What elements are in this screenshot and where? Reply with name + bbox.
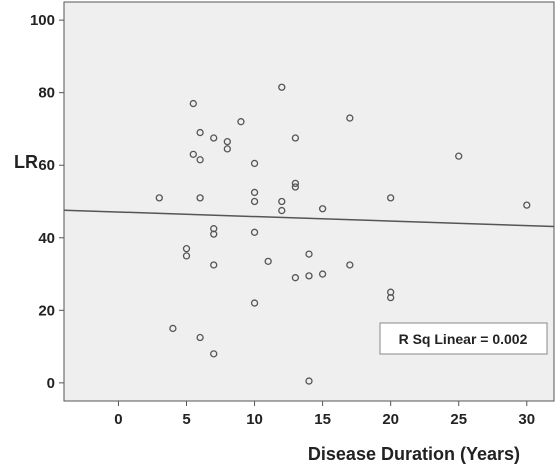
y-tick-label: 100: [30, 12, 55, 29]
data-point: [155, 194, 163, 202]
data-point: [189, 150, 197, 158]
data-point: [196, 194, 204, 202]
linear-fit-line: [63, 209, 555, 228]
data-point: [210, 134, 218, 142]
x-tick-label: 0: [114, 411, 122, 428]
data-point: [237, 118, 245, 126]
x-tick-label: 30: [518, 411, 535, 428]
data-point: [278, 206, 286, 215]
data-point: [169, 324, 177, 333]
data-point: [305, 377, 313, 385]
y-axis-ticks: 0 20 40 60 80 100: [30, 12, 64, 392]
y-tick-label: 60: [38, 157, 55, 174]
y-tick-label: 40: [38, 230, 55, 247]
data-point: [196, 156, 204, 164]
y-tick-label: 0: [47, 375, 55, 392]
y-axis-label: LR: [14, 152, 38, 172]
data-point: [291, 274, 300, 282]
data-point: [250, 299, 259, 307]
data-point: [250, 188, 259, 197]
data-point: [291, 134, 300, 142]
data-point: [523, 201, 531, 209]
data-point: [291, 183, 300, 191]
x-axis-label: Disease Duration (Years): [308, 444, 520, 464]
data-point: [387, 194, 395, 202]
x-tick-label: 15: [314, 411, 331, 428]
data-point: [346, 114, 354, 122]
x-tick-label: 20: [382, 411, 399, 428]
data-point: [189, 99, 197, 108]
data-point: [223, 145, 231, 153]
x-axis-ticks: 0 5 10 15 20 25 30: [114, 401, 535, 428]
r-squared-annotation: R Sq Linear = 0.002: [399, 331, 528, 347]
data-point: [305, 250, 313, 258]
r-squared-box: [379, 322, 548, 355]
x-tick-label: 10: [246, 411, 263, 428]
data-point: [210, 261, 218, 269]
x-tick-label: 25: [450, 411, 467, 428]
data-point: [278, 83, 286, 91]
data-point: [196, 128, 204, 137]
data-point: [387, 293, 395, 302]
data-point: [346, 261, 354, 269]
data-point: [210, 230, 218, 238]
data-points: [155, 83, 531, 385]
data-point: [264, 257, 272, 266]
x-tick-label: 5: [182, 411, 190, 428]
data-point: [210, 350, 218, 358]
data-point: [318, 270, 327, 278]
data-point: [223, 137, 231, 146]
y-tick-label: 20: [38, 302, 55, 319]
data-point: [250, 197, 259, 206]
data-point: [196, 333, 204, 342]
y-tick-label: 80: [38, 85, 55, 102]
data-point: [318, 205, 327, 213]
data-point: [305, 272, 313, 280]
data-point: [455, 152, 463, 160]
data-point: [278, 197, 286, 206]
data-point: [250, 159, 259, 168]
data-point: [291, 179, 300, 188]
data-point: [182, 245, 191, 253]
data-point: [182, 252, 191, 260]
data-point: [250, 228, 259, 236]
